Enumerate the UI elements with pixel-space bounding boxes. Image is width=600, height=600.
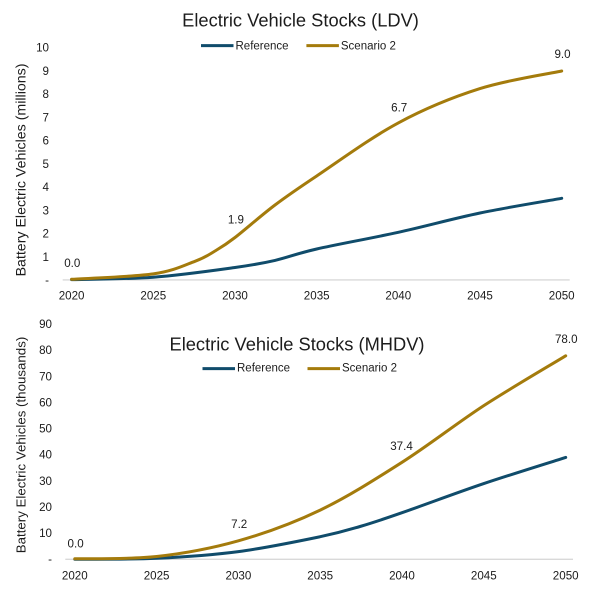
svg-text:1.9: 1.9	[228, 214, 244, 227]
svg-text:2050: 2050	[549, 290, 575, 303]
svg-text:Electric Vehicle Stocks (LDV): Electric Vehicle Stocks (LDV)	[182, 10, 419, 31]
svg-text:10: 10	[36, 42, 49, 55]
svg-text:37.4: 37.4	[390, 440, 413, 453]
svg-text:0.0: 0.0	[64, 257, 80, 270]
svg-text:5: 5	[43, 158, 49, 171]
svg-text:2020: 2020	[59, 290, 85, 303]
svg-text:3: 3	[43, 204, 49, 217]
svg-text:60: 60	[39, 396, 52, 409]
svg-text:2045: 2045	[471, 570, 497, 583]
svg-text:1: 1	[43, 251, 49, 264]
svg-text:10: 10	[39, 527, 52, 540]
svg-text:2: 2	[43, 228, 49, 241]
svg-text:50: 50	[39, 423, 52, 436]
svg-text:6: 6	[43, 135, 49, 148]
svg-text:9: 9	[43, 65, 49, 78]
svg-text:2025: 2025	[144, 570, 170, 583]
svg-text:Battery Electric Vehicles (mil: Battery Electric Vehicles (millions)	[13, 64, 29, 277]
svg-text:70: 70	[39, 370, 52, 383]
svg-text:Reference: Reference	[236, 40, 289, 52]
svg-text:78.0: 78.0	[555, 333, 578, 346]
svg-text:2030: 2030	[222, 290, 248, 303]
svg-text:Scenario 2: Scenario 2	[341, 40, 396, 52]
svg-text:4: 4	[43, 181, 50, 194]
svg-text:Battery Electric Vehicles (tho: Battery Electric Vehicles (thousands)	[13, 337, 28, 554]
svg-text:2020: 2020	[62, 570, 88, 583]
svg-text:8: 8	[43, 88, 49, 101]
svg-text:0.0: 0.0	[68, 537, 84, 550]
svg-text:7.2: 7.2	[231, 518, 247, 531]
svg-text:6.7: 6.7	[391, 102, 407, 115]
svg-text:Reference: Reference	[237, 363, 290, 375]
svg-text:Electric Vehicle Stocks (MHDV): Electric Vehicle Stocks (MHDV)	[170, 334, 425, 355]
svg-text:2030: 2030	[226, 570, 252, 583]
svg-text:2050: 2050	[553, 570, 579, 583]
svg-text:-: -	[45, 274, 49, 287]
svg-text:20: 20	[39, 501, 52, 514]
svg-text:2040: 2040	[389, 570, 415, 583]
svg-text:-: -	[48, 553, 52, 566]
svg-text:30: 30	[39, 475, 52, 488]
svg-text:40: 40	[39, 449, 52, 462]
svg-text:2025: 2025	[140, 290, 166, 303]
svg-text:7: 7	[43, 111, 49, 124]
svg-text:2035: 2035	[307, 570, 333, 583]
svg-text:90: 90	[39, 318, 52, 331]
svg-text:2035: 2035	[304, 290, 330, 303]
svg-text:2045: 2045	[467, 290, 493, 303]
svg-text:2040: 2040	[385, 290, 411, 303]
svg-text:9.0: 9.0	[554, 48, 570, 61]
svg-text:Scenario 2: Scenario 2	[342, 363, 397, 375]
svg-text:80: 80	[39, 344, 52, 357]
